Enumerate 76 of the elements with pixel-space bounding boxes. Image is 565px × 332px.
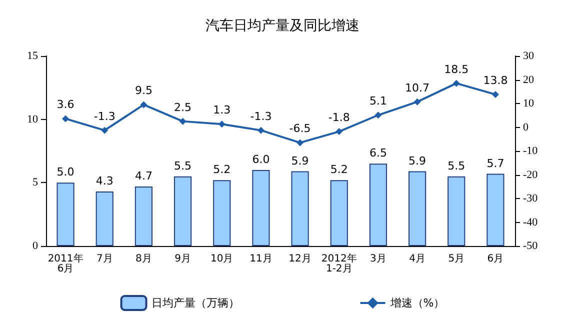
point	[140, 101, 148, 108]
data-label: 10.7	[405, 81, 430, 94]
y2-tick-label: 10	[523, 98, 534, 110]
point	[296, 139, 304, 146]
x-tick-label: 2011年 6月	[48, 252, 84, 274]
data-label: -1.8	[328, 111, 350, 124]
data-label: 6.5	[369, 146, 387, 160]
y-tick-label: 5	[32, 176, 38, 189]
point	[101, 126, 108, 134]
legend-label: 日均产量（万辆）	[151, 296, 240, 310]
data-label: 4.7	[134, 169, 152, 182]
y-tick-label: 0	[32, 240, 38, 252]
y2-tick-label: 20	[523, 74, 534, 86]
x-tick-label: 11月	[250, 254, 272, 264]
y2-tick-label: 0	[523, 121, 529, 134]
y2-tick-label: -10	[523, 145, 538, 157]
x-tick-label: 2012年 1-2月	[321, 252, 357, 274]
point	[452, 80, 460, 87]
legend-label: 增速（%）	[389, 296, 445, 310]
data-label: 5.9	[291, 154, 309, 168]
x-tick-label: 5月	[448, 254, 465, 264]
bar	[408, 171, 426, 246]
point	[179, 118, 186, 125]
data-label: 5.0	[56, 166, 74, 179]
data-label: 13.8	[483, 74, 508, 87]
bar	[134, 186, 152, 246]
point	[414, 98, 421, 106]
data-label: 5.2	[213, 163, 231, 176]
x-tick-label: 6月	[487, 254, 504, 264]
x-tick-label: 9月	[174, 254, 191, 264]
point	[336, 128, 343, 136]
data-label: 5.5	[448, 159, 466, 172]
bar	[56, 182, 74, 246]
x-tick-label: 12月	[288, 254, 312, 264]
y-tick-label: 15	[27, 50, 38, 62]
y2-tick-label: -50	[523, 240, 538, 252]
x-tick-label: 8月	[136, 254, 152, 264]
data-label: -6.5	[289, 122, 311, 136]
data-label: 9.5	[134, 84, 152, 98]
data-label: -1.3	[94, 110, 116, 123]
bar	[486, 174, 504, 246]
chart-title: 汽车日均产量及同比增速	[206, 18, 360, 34]
y2-tick-label: 30	[523, 50, 534, 62]
data-label: 5.2	[330, 163, 348, 176]
bar	[291, 171, 309, 246]
data-label: 5.9	[408, 154, 426, 168]
data-label: 5.1	[369, 94, 387, 108]
point	[257, 126, 264, 134]
data-label: 18.5	[444, 62, 469, 76]
data-label: 1.3	[213, 104, 231, 117]
point	[374, 112, 382, 119]
point	[492, 90, 499, 98]
x-tick-label: 4月	[409, 254, 426, 264]
y2-tick-label: -20	[523, 168, 538, 181]
data-label: 2.5	[174, 100, 192, 114]
data-label: 3.6	[56, 98, 74, 112]
point	[218, 120, 226, 128]
data-label: -1.3	[250, 110, 272, 123]
x-tick-label: 3月	[370, 254, 386, 264]
point	[62, 115, 70, 122]
bar	[174, 176, 192, 246]
data-label: 4.3	[96, 174, 114, 188]
bar	[369, 164, 387, 246]
y2-tick-label: -30	[523, 192, 538, 204]
x-tick-label: 10月	[210, 254, 234, 264]
y-tick-label: 10	[27, 113, 38, 126]
bar	[252, 170, 270, 246]
bar	[448, 176, 466, 246]
bar	[330, 180, 348, 246]
data-label: 5.5	[174, 159, 192, 172]
y2-tick-label: -40	[523, 216, 538, 228]
data-label: 5.7	[486, 156, 504, 170]
data-label: 6.0	[252, 153, 270, 166]
bar	[213, 180, 231, 246]
bar	[96, 192, 114, 246]
x-tick-label: 7月	[96, 254, 113, 264]
